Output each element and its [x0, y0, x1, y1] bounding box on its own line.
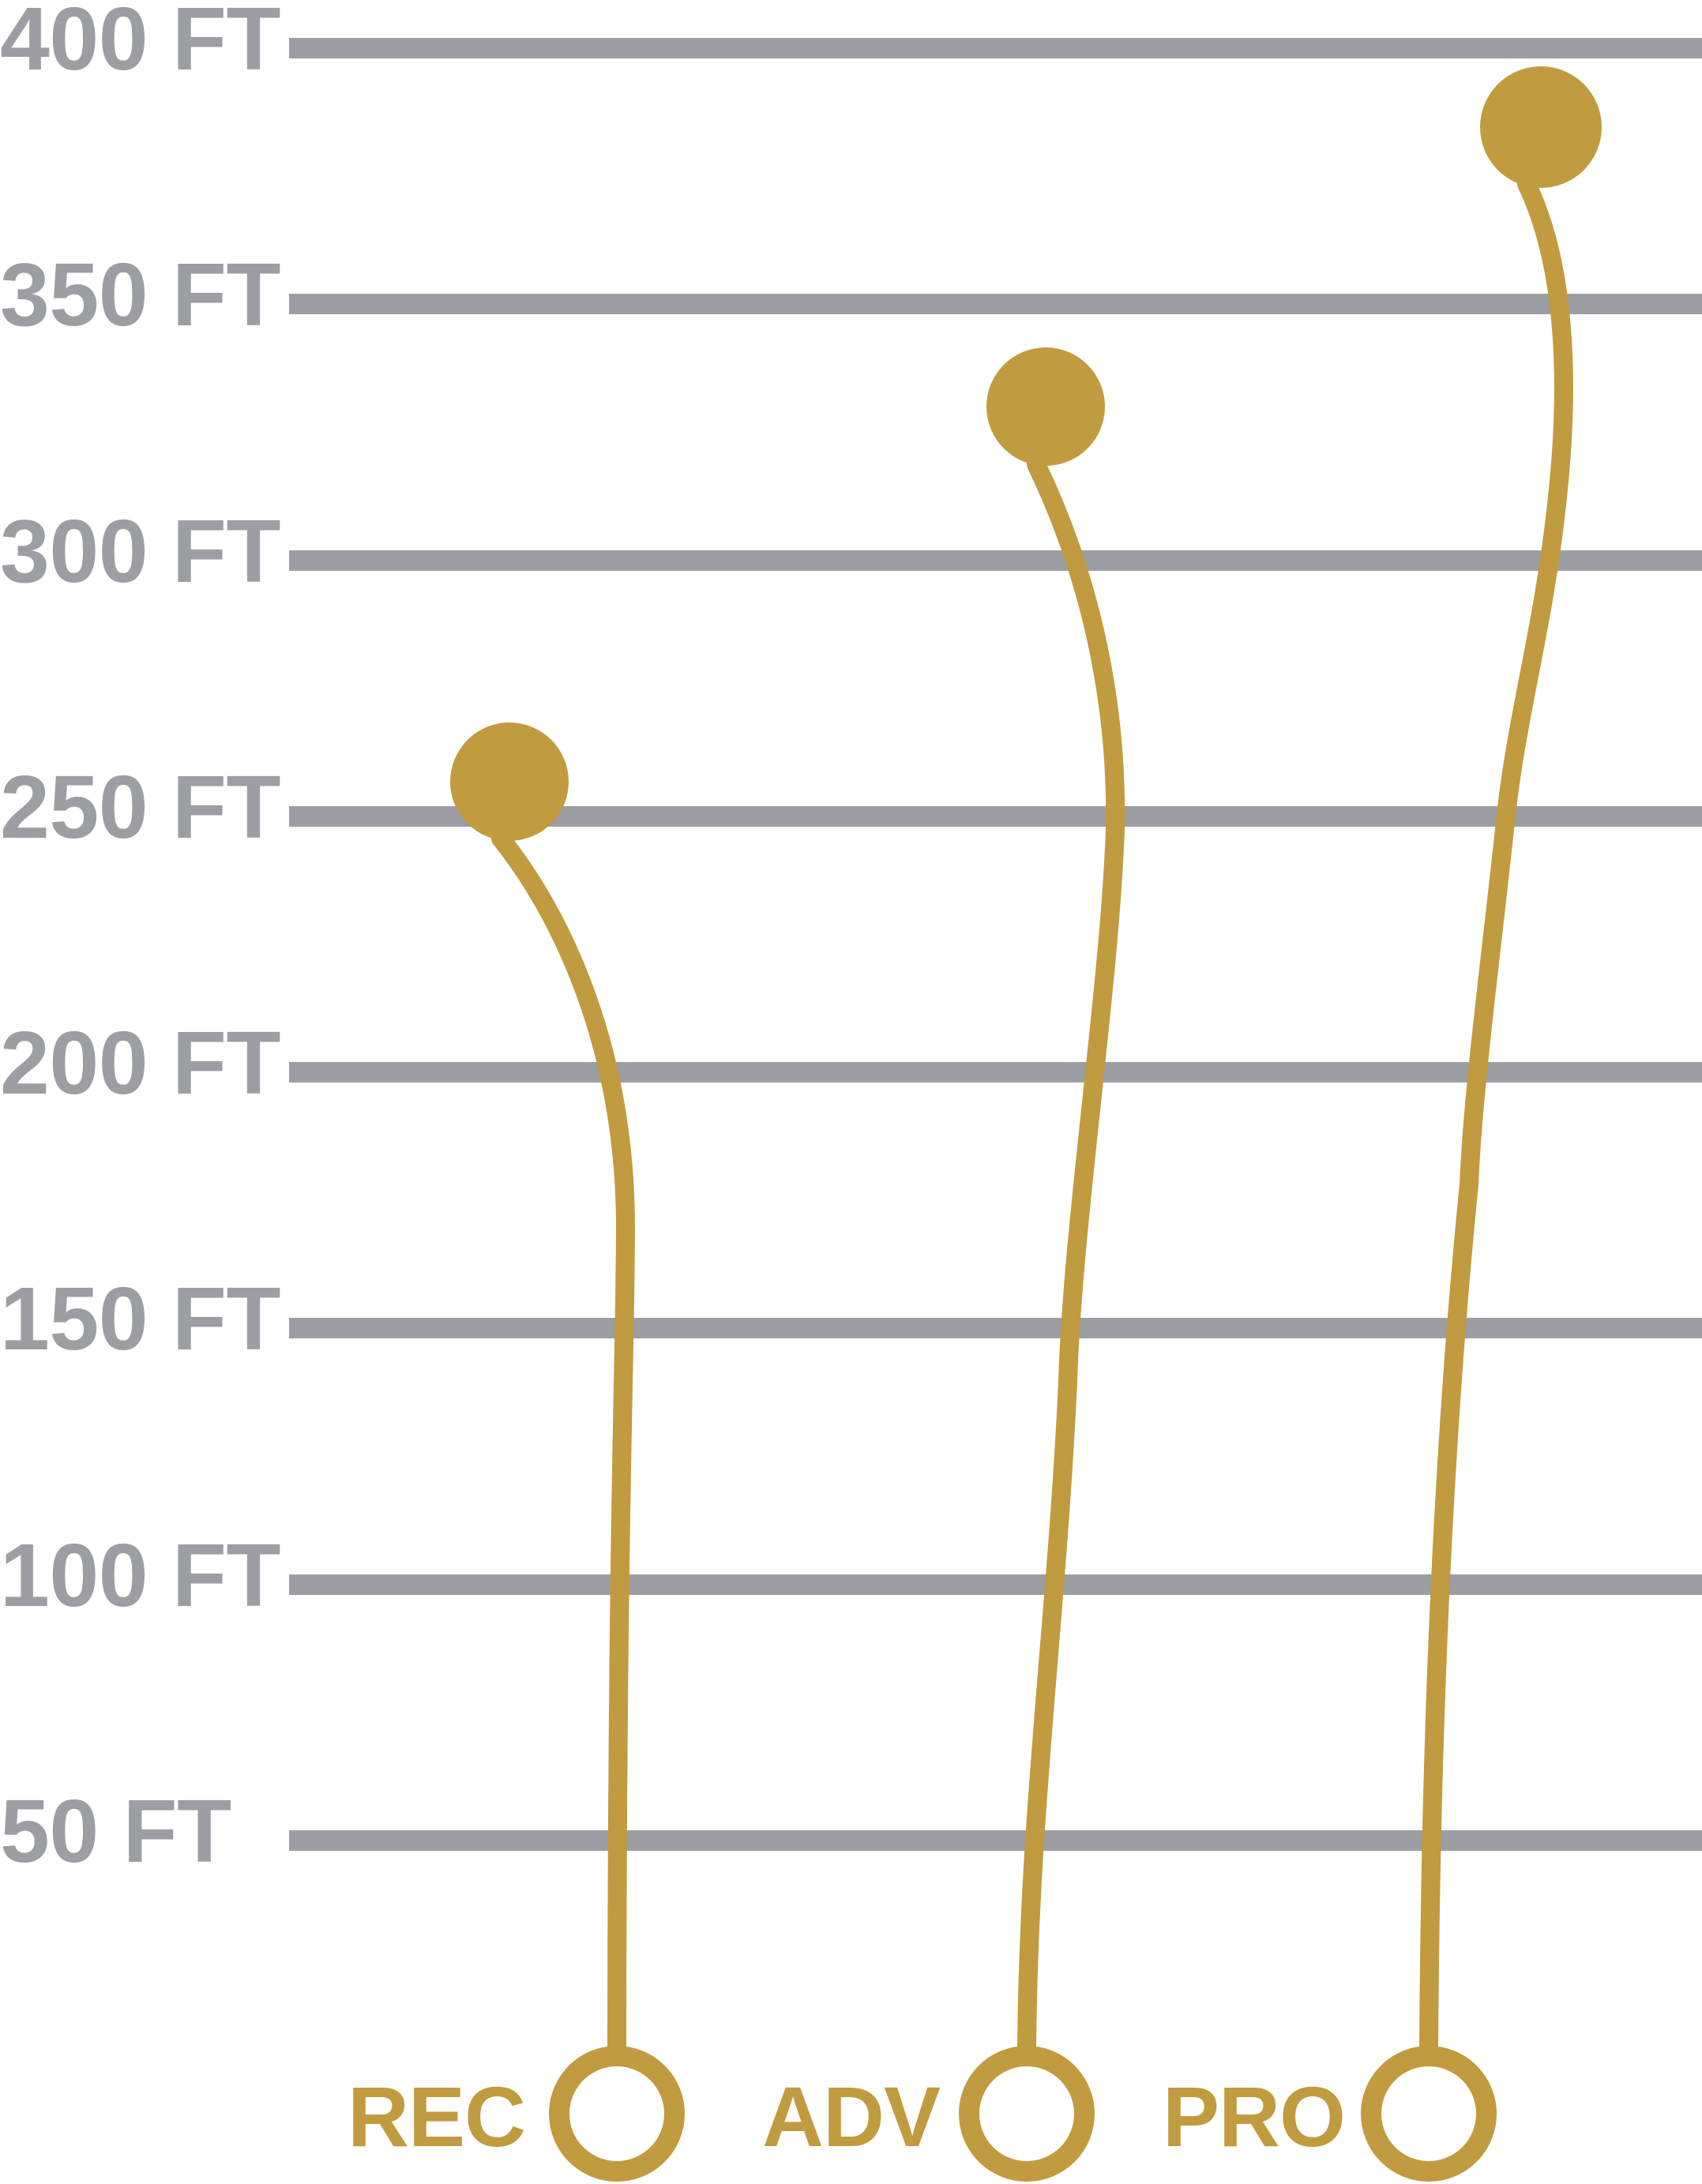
svg-text:50 FT: 50 FT: [0, 1781, 231, 1881]
svg-text:ADV: ADV: [762, 2069, 941, 2164]
svg-text:PRO: PRO: [1163, 2069, 1345, 2164]
svg-text:250 FT: 250 FT: [0, 757, 280, 857]
svg-text:150 FT: 150 FT: [0, 1269, 280, 1368]
svg-text:200 FT: 200 FT: [0, 1013, 280, 1113]
svg-text:100 FT: 100 FT: [0, 1525, 280, 1625]
svg-text:300 FT: 300 FT: [0, 501, 280, 601]
svg-text:REC: REC: [348, 2069, 525, 2164]
svg-text:400 FT: 400 FT: [0, 0, 280, 88]
svg-text:350 FT: 350 FT: [0, 245, 280, 344]
